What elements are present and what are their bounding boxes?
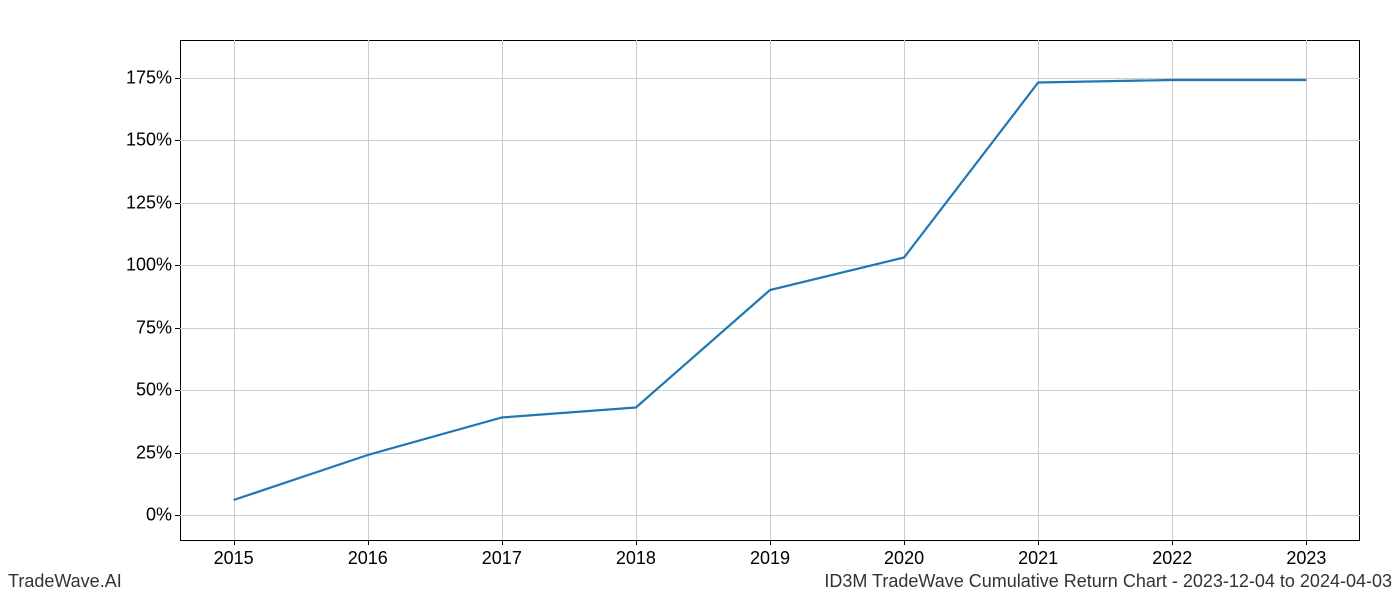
x-tick-label: 2019 [730, 548, 810, 569]
x-tick-label: 2023 [1266, 548, 1346, 569]
x-tick-label: 2022 [1132, 548, 1212, 569]
x-tick-mark [1038, 540, 1039, 545]
y-tick-label: 0% [112, 505, 172, 526]
x-tick-label: 2016 [328, 548, 408, 569]
series-line [234, 80, 1307, 500]
x-tick-mark [770, 540, 771, 545]
x-tick-label: 2018 [596, 548, 676, 569]
footer-left: TradeWave.AI [8, 571, 122, 592]
chart-container: 0% 25% 50% 75% 100% 125% 150% 175% 2015 2016 2017… [0, 0, 1400, 600]
y-tick-label: 50% [112, 380, 172, 401]
y-tick-label: 150% [112, 130, 172, 151]
y-tick-label: 25% [112, 442, 172, 463]
y-tick-label: 75% [112, 317, 172, 338]
x-tick-mark [502, 540, 503, 545]
x-tick-mark [1172, 540, 1173, 545]
y-tick-label: 175% [112, 67, 172, 88]
x-tick-mark [904, 540, 905, 545]
x-tick-label: 2020 [864, 548, 944, 569]
x-tick-label: 2021 [998, 548, 1078, 569]
x-tick-mark [368, 540, 369, 545]
x-tick-mark [636, 540, 637, 545]
y-tick-label: 125% [112, 192, 172, 213]
x-tick-mark [1306, 540, 1307, 545]
footer-right: ID3M TradeWave Cumulative Return Chart -… [824, 571, 1392, 592]
y-tick-label: 100% [112, 255, 172, 276]
x-tick-label: 2015 [194, 548, 274, 569]
line-chart-svg [180, 40, 1360, 540]
x-tick-mark [234, 540, 235, 545]
x-tick-label: 2017 [462, 548, 542, 569]
